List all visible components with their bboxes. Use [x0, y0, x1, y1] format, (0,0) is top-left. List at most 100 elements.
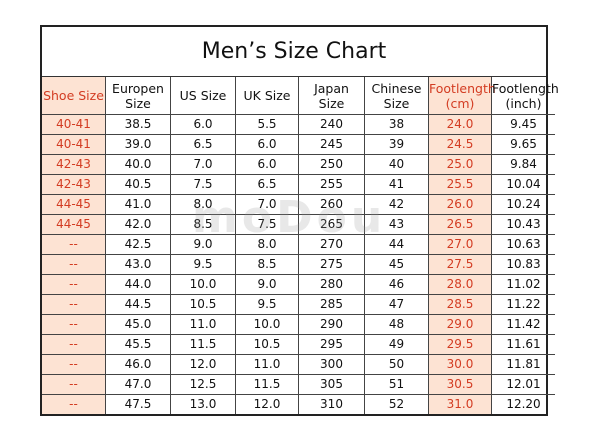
- table-cell: 38.5: [105, 114, 171, 135]
- table-cell: 10.5: [170, 294, 236, 315]
- table-cell: 49: [364, 334, 429, 355]
- column-header-line: Size: [125, 95, 151, 111]
- table-cell: 42: [364, 194, 429, 215]
- table-cell: 24.5: [428, 134, 492, 155]
- table-cell: 7.0: [235, 194, 299, 215]
- table-cell: 280: [298, 274, 365, 295]
- table-cell: 46.0: [105, 354, 171, 375]
- table-cell: 40.5: [105, 174, 171, 195]
- table-cell: 305: [298, 374, 365, 395]
- chart-title: Men’s Size Chart: [42, 27, 546, 77]
- table-cell: --: [42, 274, 106, 295]
- column-header-line: Shoe Size: [43, 88, 104, 103]
- table-cell: 29.5: [428, 334, 492, 355]
- table-cell: 40.0: [105, 154, 171, 175]
- table-cell: 45: [364, 254, 429, 275]
- table-cell: 245: [298, 134, 365, 155]
- table-cell: --: [42, 374, 106, 395]
- table-cell: 28.0: [428, 274, 492, 295]
- table-cell: 51: [364, 374, 429, 395]
- table-cell: 295: [298, 334, 365, 355]
- table-cell: 11.0: [170, 314, 236, 335]
- column-header-line: (inch): [505, 95, 542, 111]
- table-cell: 8.5: [235, 254, 299, 275]
- table-cell: 12.20: [491, 394, 555, 414]
- table-cell: 25.5: [428, 174, 492, 195]
- column-header: US Size: [170, 77, 236, 115]
- table-cell: 6.0: [235, 134, 299, 155]
- table-row: 44-45 42.0 8.5 7.5 265 43 26.5 10.43: [42, 214, 555, 235]
- table-cell: 12.01: [491, 374, 555, 395]
- table-row: -- 45.5 11.5 10.5 295 49 29.5 11.61: [42, 334, 555, 355]
- column-header-line: UK Size: [243, 88, 291, 103]
- table-cell: 28.5: [428, 294, 492, 315]
- column-header-line: US Size: [179, 88, 227, 103]
- table-row: 40-41 39.0 6.5 6.0 245 39 24.5 9.65: [42, 134, 555, 155]
- table-cell: 275: [298, 254, 365, 275]
- table-cell: 5.5: [235, 114, 299, 135]
- table-cell: 12.5: [170, 374, 236, 395]
- table-cell: 9.5: [170, 254, 236, 275]
- table-cell: --: [42, 294, 106, 315]
- table-cell: 11.5: [235, 374, 299, 395]
- table-cell: 240: [298, 114, 365, 135]
- table-cell: 6.0: [170, 114, 236, 135]
- column-header-line: Size: [318, 95, 345, 111]
- table-cell: 10.43: [491, 214, 555, 235]
- table-cell: 27.0: [428, 234, 492, 255]
- table-row: 42-43 40.0 7.0 6.0 250 40 25.0 9.84: [42, 154, 555, 175]
- table-cell: 270: [298, 234, 365, 255]
- table-cell: 12.0: [235, 394, 299, 414]
- table-cell: 42.0: [105, 214, 171, 235]
- table-cell: 40: [364, 154, 429, 175]
- table-cell: 30.5: [428, 374, 492, 395]
- table-cell: 11.02: [491, 274, 555, 295]
- column-header-line: Japan: [314, 80, 349, 96]
- table-row: -- 47.0 12.5 11.5 305 51 30.5 12.01: [42, 374, 555, 395]
- table-row: -- 45.0 11.0 10.0 290 48 29.0 11.42: [42, 314, 555, 335]
- table-cell: 9.5: [235, 294, 299, 315]
- table-cell: 42-43: [42, 154, 106, 175]
- table-cell: 46: [364, 274, 429, 295]
- column-header-line: (cm): [445, 95, 475, 111]
- table-cell: 39: [364, 134, 429, 155]
- table-cell: --: [42, 234, 106, 255]
- table-cell: --: [42, 334, 106, 355]
- table-row: -- 43.0 9.5 8.5 275 45 27.5 10.83: [42, 254, 555, 275]
- table-row: 44-45 41.0 8.0 7.0 260 42 26.0 10.24: [42, 194, 555, 215]
- table-cell: 29.0: [428, 314, 492, 335]
- column-header: Japan Size: [298, 77, 365, 115]
- table-cell: --: [42, 254, 106, 275]
- column-header: Europen Size: [105, 77, 171, 115]
- table-cell: 52: [364, 394, 429, 414]
- table-cell: 12.0: [170, 354, 236, 375]
- table-cell: 50: [364, 354, 429, 375]
- column-header: UK Size: [235, 77, 299, 115]
- table-cell: 30.0: [428, 354, 492, 375]
- table-cell: 8.0: [170, 194, 236, 215]
- table-cell: 300: [298, 354, 365, 375]
- table-cell: 27.5: [428, 254, 492, 275]
- table-cell: 48: [364, 314, 429, 335]
- column-header-line: Footlength: [429, 80, 496, 96]
- table-cell: 43.0: [105, 254, 171, 275]
- table-cell: 10.63: [491, 234, 555, 255]
- size-table: Shoe Size Europen Size US Size UK Size Japan S…: [42, 77, 559, 414]
- table-cell: --: [42, 314, 106, 335]
- column-header: Shoe Size: [42, 77, 106, 115]
- table-cell: 7.5: [235, 214, 299, 235]
- table-cell: 11.5: [170, 334, 236, 355]
- column-header-line: Europen: [112, 80, 164, 96]
- table-cell: 31.0: [428, 394, 492, 414]
- table-cell: 250: [298, 154, 365, 175]
- table-cell: 45.5: [105, 334, 171, 355]
- table-cell: 41: [364, 174, 429, 195]
- table-cell: 9.0: [235, 274, 299, 295]
- table-cell: 7.5: [170, 174, 236, 195]
- table-cell: 6.0: [235, 154, 299, 175]
- table-cell: 44-45: [42, 194, 106, 215]
- table-cell: 7.0: [170, 154, 236, 175]
- table-cell: 13.0: [170, 394, 236, 414]
- table-cell: 44.5: [105, 294, 171, 315]
- table-row: -- 44.5 10.5 9.5 285 47 28.5 11.22: [42, 294, 555, 315]
